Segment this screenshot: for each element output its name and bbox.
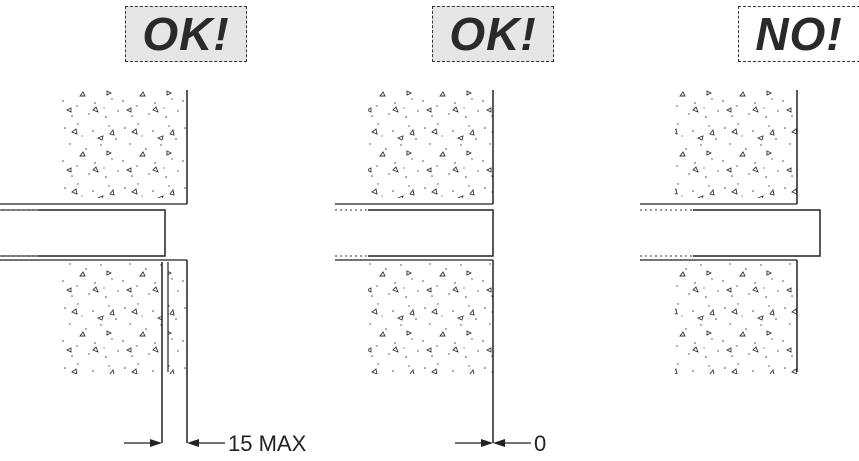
concrete-bottom-2 (368, 262, 493, 374)
concrete-bottom-left-1 (62, 262, 162, 374)
dim-arrowhead-left-2 (481, 439, 493, 447)
ok-label-1: OK! (142, 8, 230, 60)
concrete-top-3 (675, 90, 797, 198)
dim-arrowhead-left-1 (150, 439, 162, 447)
pipe-edge-lines-1 (0, 209, 38, 257)
pipe-2 (368, 209, 494, 257)
dimension-label-2: 0 (534, 431, 546, 456)
ok-label-box-1: OK! (125, 6, 247, 62)
pipe-3 (693, 209, 821, 257)
concrete-top-2 (368, 90, 493, 198)
panel-1-drawing: 15 MAX (0, 90, 307, 456)
dimension-label-1: 15 MAX (228, 431, 307, 456)
panel-3-drawing (640, 90, 821, 374)
pipe-1 (38, 209, 166, 257)
concrete-bottom-3 (675, 262, 797, 374)
dim-arrowhead-right-2 (493, 439, 505, 447)
ok-label-box-2: OK! (432, 6, 554, 62)
no-label-box: NO! (738, 6, 859, 62)
no-label: NO! (755, 8, 843, 60)
ok-label-2: OK! (449, 8, 537, 60)
dim-arrowhead-right-1 (187, 439, 199, 447)
panel-2-drawing: 0 (335, 90, 546, 456)
concrete-top-1 (62, 90, 187, 198)
concrete-bottom-right-1 (168, 262, 187, 374)
